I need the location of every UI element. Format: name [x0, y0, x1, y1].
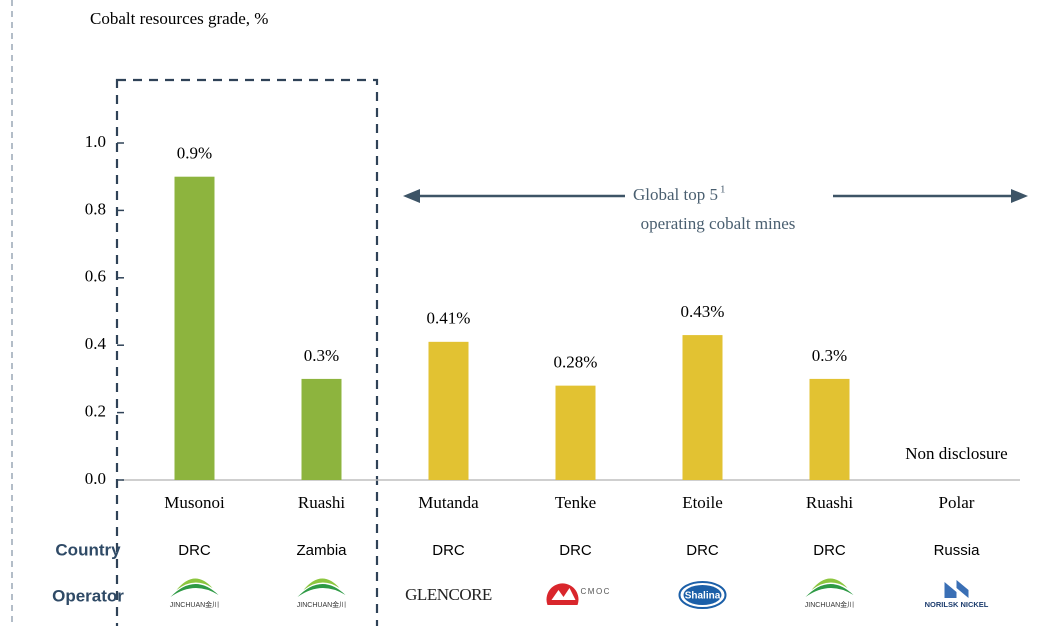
y-tick-label: 0.8 [85, 199, 106, 218]
chart-title: Cobalt resources grade, % [90, 9, 268, 28]
bar [555, 385, 596, 480]
bar [682, 335, 723, 480]
country: DRC [686, 542, 719, 559]
logo-shape [176, 578, 213, 590]
highlight-box [115, 78, 379, 626]
logo-shape [546, 583, 579, 605]
logo-shape [805, 583, 854, 597]
arrow-head [403, 189, 420, 203]
x-tick-label: Ruashi [298, 493, 346, 512]
arrow-head [1011, 189, 1028, 203]
x-tick-label: Etoile [682, 493, 723, 512]
annotation-text: operating cobalt mines [641, 214, 796, 233]
bar [174, 176, 215, 480]
operator-name: GLENCORE [405, 585, 492, 604]
non-disclosure-label: Non disclosure [905, 444, 1007, 463]
x-tick-label: Tenke [555, 493, 596, 512]
value-label: 0.43% [681, 302, 725, 321]
bar [301, 378, 342, 480]
value-label: 0.28% [554, 353, 598, 372]
logo-shape [297, 583, 346, 597]
value-label: 0.3% [304, 346, 339, 365]
y-tick-label: 0.6 [85, 267, 106, 286]
operator-logo: GLENCORE [405, 585, 492, 604]
operator-logo: JINCHUAN金川 [805, 578, 854, 609]
operator-logo: CMOC [546, 583, 611, 605]
y-tick-label: 1.0 [85, 132, 106, 151]
operator-logo: Shalina [678, 581, 727, 609]
logo-shape [944, 580, 969, 598]
country: DRC [178, 542, 211, 559]
y-tick-label: 0.4 [85, 334, 107, 353]
country: Russia [934, 542, 981, 559]
country: DRC [813, 542, 846, 559]
operator-name: CMOC [581, 587, 611, 596]
operator-name: JINCHUAN金川 [297, 600, 346, 609]
logo-shape [811, 578, 848, 590]
logo-shape [303, 578, 340, 590]
annotation-superscript: 1 [720, 184, 726, 196]
x-tick-label: Ruashi [806, 493, 854, 512]
y-tick-label: 0.0 [85, 469, 106, 488]
y-tick-label: 0.2 [85, 402, 106, 421]
annotation-text: Global top 5 [633, 185, 718, 204]
operator-name: Shalina [685, 591, 721, 602]
value-label: 0.3% [812, 346, 847, 365]
row-label: Operator [52, 586, 124, 605]
operator-name: JINCHUAN金川 [805, 600, 854, 609]
country: DRC [432, 542, 465, 559]
bar [809, 378, 850, 480]
operator-name: NORILSK NICKEL [925, 600, 989, 609]
value-label: 0.41% [427, 309, 471, 328]
country: Zambia [296, 542, 347, 559]
x-tick-label: Musonoi [164, 493, 225, 512]
bar [428, 341, 469, 480]
logo-shape [170, 583, 219, 597]
operator-name: JINCHUAN金川 [170, 600, 219, 609]
x-tick-label: Mutanda [418, 493, 479, 512]
row-label: Country [55, 540, 121, 559]
value-label: 0.9% [177, 144, 212, 163]
logo-shape [551, 588, 576, 600]
operator-logo: JINCHUAN金川 [297, 578, 346, 609]
operator-logo: JINCHUAN金川 [170, 578, 219, 609]
country: DRC [559, 542, 592, 559]
operator-logo: NORILSK NICKEL [925, 580, 989, 609]
x-tick-label: Polar [939, 493, 975, 512]
range-annotation: Global top 5 1 operating cobalt mines [403, 184, 1028, 233]
logo-shape [683, 585, 722, 605]
